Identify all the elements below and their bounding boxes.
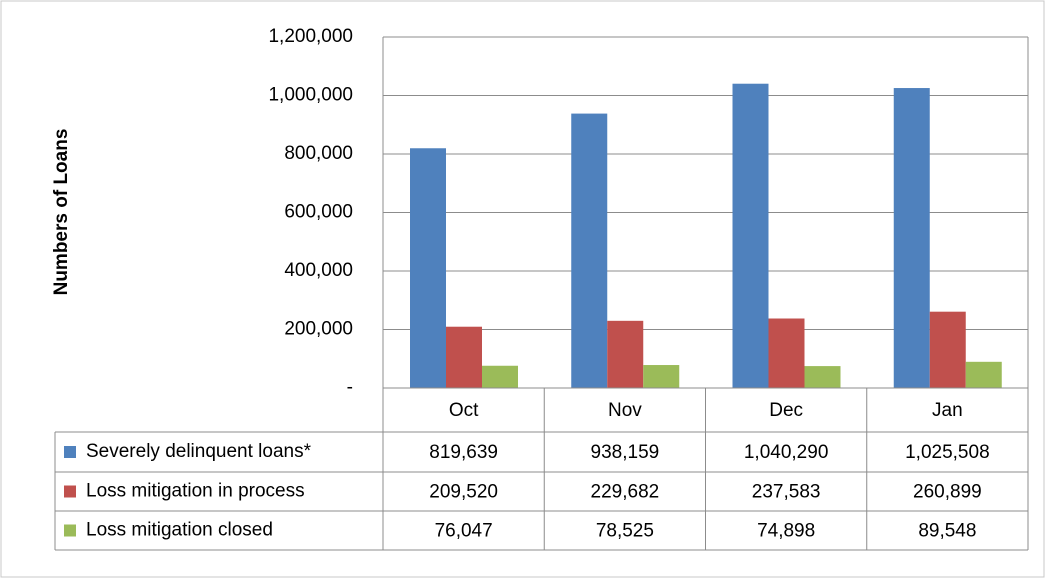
- x-tick-label: Jan: [932, 400, 963, 421]
- legend-label: Loss mitigation closed: [86, 520, 273, 541]
- y-tick-label: 200,000: [284, 319, 353, 340]
- bar: [607, 320, 644, 388]
- table-value: 74,898: [757, 521, 815, 542]
- y-tick-label: 1,200,000: [268, 26, 353, 47]
- y-tick-label: 1,000,000: [268, 85, 353, 106]
- legend-key: [64, 446, 76, 458]
- table-value: 229,682: [591, 482, 660, 503]
- bar: [643, 365, 680, 388]
- table-value: 89,548: [918, 521, 976, 542]
- table-value: 260,899: [913, 482, 982, 503]
- x-tick-label: Nov: [608, 400, 642, 421]
- bar: [571, 113, 608, 388]
- table-value: 76,047: [435, 521, 493, 542]
- y-axis-title: Numbers of Loans: [51, 129, 72, 296]
- bar: [965, 361, 1002, 388]
- legend-label: Severely delinquent loans*: [86, 441, 312, 462]
- bar: [482, 365, 518, 388]
- bar: [410, 148, 446, 388]
- table-value: 1,025,508: [905, 442, 990, 463]
- bar: [929, 311, 966, 388]
- bar: [768, 318, 805, 388]
- bar: [446, 326, 482, 388]
- table-value: 78,525: [596, 521, 654, 542]
- table-value: 1,040,290: [744, 442, 829, 463]
- table-value: 819,639: [429, 442, 498, 463]
- legend-key: [64, 485, 76, 498]
- table-value: 938,159: [591, 442, 660, 463]
- y-tick-label: -: [347, 377, 353, 398]
- legend-label: Loss mitigation in process: [86, 481, 305, 502]
- y-tick-label: 400,000: [284, 260, 353, 281]
- y-tick-label: 800,000: [284, 143, 353, 164]
- x-tick-label: Oct: [449, 400, 479, 421]
- bar: [804, 366, 841, 388]
- table-value: 237,583: [752, 482, 821, 503]
- table-value: 209,520: [429, 482, 498, 503]
- y-tick-label: 600,000: [284, 202, 353, 223]
- bar: [732, 83, 769, 388]
- bar: [893, 88, 930, 388]
- legend-key: [64, 524, 76, 537]
- x-tick-label: Dec: [769, 400, 803, 421]
